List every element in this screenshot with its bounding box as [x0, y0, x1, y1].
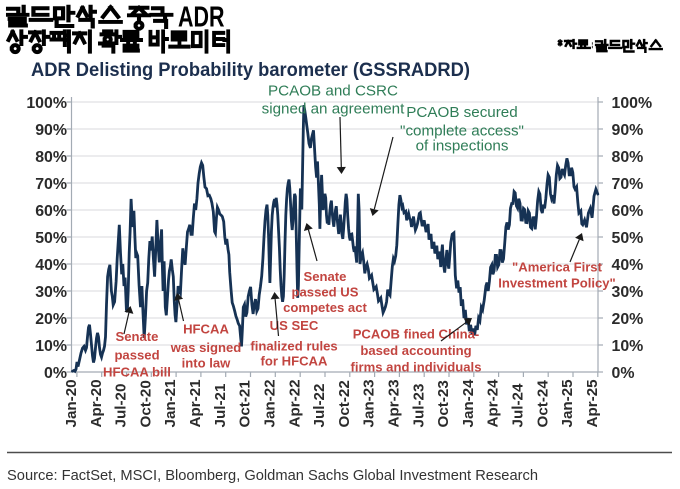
svg-text:passed: passed: [114, 348, 159, 363]
svg-text:passed US: passed US: [292, 285, 359, 300]
svg-text:Source: FactSet, MSCI, Bloombe: Source: FactSet, MSCI, Bloomberg, Goldma…: [7, 468, 538, 484]
svg-text:20%: 20%: [35, 311, 67, 328]
svg-text:Oct-24: Oct-24: [534, 380, 551, 428]
svg-text:for HFCAA: for HFCAA: [261, 354, 328, 369]
svg-text:Apr-25: Apr-25: [584, 379, 601, 428]
svg-text:100%: 100%: [612, 95, 653, 112]
svg-text:20%: 20%: [612, 311, 644, 328]
svg-text:Jan-22: Jan-22: [261, 379, 278, 427]
svg-text:ADR Delisting Probability baro: ADR Delisting Probability barometer (GSS…: [31, 59, 470, 81]
svg-text:based accounting: based accounting: [360, 343, 471, 358]
svg-text:Jul-23: Jul-23: [410, 384, 427, 428]
svg-text:of inspections: of inspections: [416, 138, 509, 155]
svg-text:Apr-22: Apr-22: [286, 379, 303, 427]
svg-text:60%: 60%: [35, 203, 67, 220]
svg-text:80%: 80%: [612, 149, 644, 166]
svg-text:into law: into law: [182, 356, 232, 371]
svg-text:PCAOB fined China-: PCAOB fined China-: [353, 327, 480, 342]
svg-text:Jan-23: Jan-23: [361, 379, 378, 427]
svg-text:30%: 30%: [612, 284, 644, 301]
svg-text:Apr-24: Apr-24: [485, 379, 502, 428]
svg-text:Jul-22: Jul-22: [311, 384, 328, 428]
svg-text:PCAOB and CSRC: PCAOB and CSRC: [268, 83, 398, 100]
svg-text:Oct-20: Oct-20: [137, 380, 154, 427]
svg-text:30%: 30%: [35, 284, 67, 301]
svg-text:60%: 60%: [612, 203, 644, 220]
svg-text:Senate: Senate: [304, 269, 347, 284]
svg-text:HFCAA bill: HFCAA bill: [103, 365, 171, 380]
svg-text:Oct-21: Oct-21: [237, 380, 254, 428]
svg-text:90%: 90%: [612, 122, 644, 139]
svg-text:Jan-20: Jan-20: [63, 379, 80, 427]
svg-text:40%: 40%: [612, 257, 644, 274]
svg-text:PCAOB secured: PCAOB secured: [406, 104, 517, 121]
svg-text:10%: 10%: [35, 338, 67, 355]
svg-text:80%: 80%: [35, 149, 67, 166]
svg-text:40%: 40%: [35, 257, 67, 274]
svg-text:50%: 50%: [35, 230, 67, 247]
svg-text:0%: 0%: [612, 365, 635, 382]
svg-text:Jan-25: Jan-25: [559, 379, 576, 428]
svg-text:competes act: competes act: [283, 300, 367, 315]
svg-text:signed an agreement: signed an agreement: [262, 101, 405, 118]
svg-text:Senate: Senate: [116, 329, 159, 344]
svg-text:was signed: was signed: [170, 340, 242, 355]
svg-text:Jul-20: Jul-20: [113, 384, 130, 428]
svg-text:HFCAA: HFCAA: [183, 322, 229, 337]
svg-text:US SEC: US SEC: [270, 318, 319, 333]
svg-text:Jan-24: Jan-24: [460, 379, 477, 428]
svg-text:Oct-23: Oct-23: [435, 380, 452, 427]
svg-text:Jul-24: Jul-24: [510, 383, 527, 427]
svg-text:70%: 70%: [35, 176, 67, 193]
svg-text:Apr-23: Apr-23: [386, 379, 403, 427]
svg-text:50%: 50%: [612, 230, 644, 247]
svg-text:90%: 90%: [35, 122, 67, 139]
svg-text:0%: 0%: [44, 365, 67, 382]
svg-text:10%: 10%: [612, 338, 644, 355]
svg-text:Oct-22: Oct-22: [336, 380, 353, 427]
svg-text:"complete access": "complete access": [400, 123, 524, 140]
svg-text:ADR: ADR: [178, 1, 225, 33]
svg-text:70%: 70%: [612, 176, 644, 193]
svg-text:Apr-20: Apr-20: [88, 379, 105, 427]
svg-text:finalized rules: finalized rules: [250, 339, 337, 354]
svg-text:Apr-21: Apr-21: [187, 379, 204, 428]
svg-text:100%: 100%: [26, 95, 67, 112]
svg-text:firms and individuals: firms and individuals: [351, 360, 482, 375]
svg-text:Jan-21: Jan-21: [162, 379, 179, 428]
svg-text:Investment Policy": Investment Policy": [498, 276, 616, 291]
svg-text:"America First: "America First: [512, 260, 603, 275]
svg-text:Jul-21: Jul-21: [212, 383, 229, 427]
